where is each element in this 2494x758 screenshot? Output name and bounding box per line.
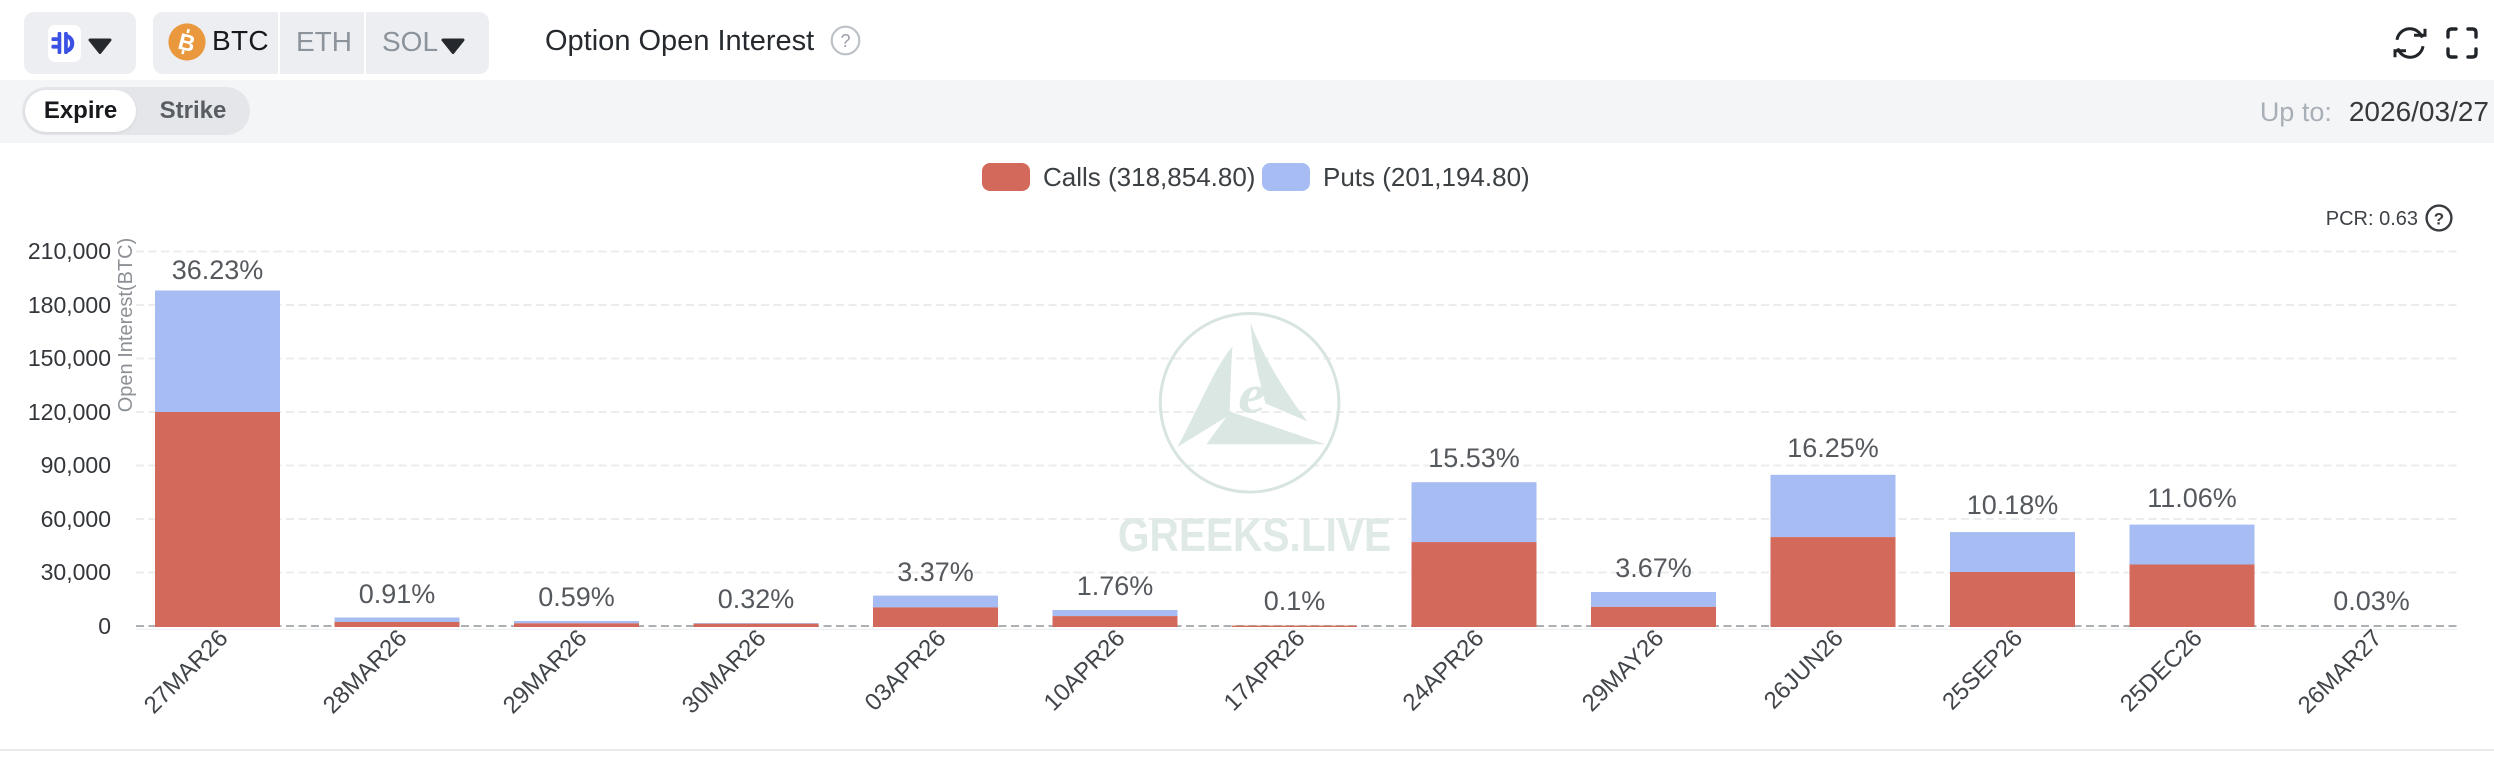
svg-text:?: ? — [840, 31, 850, 51]
svg-text:B: B — [176, 28, 198, 57]
svg-text:GREEKS.LIVE: GREEKS.LIVE — [1118, 509, 1391, 561]
svg-text:e: e — [1238, 364, 1266, 425]
svg-text:?: ? — [2434, 210, 2444, 229]
